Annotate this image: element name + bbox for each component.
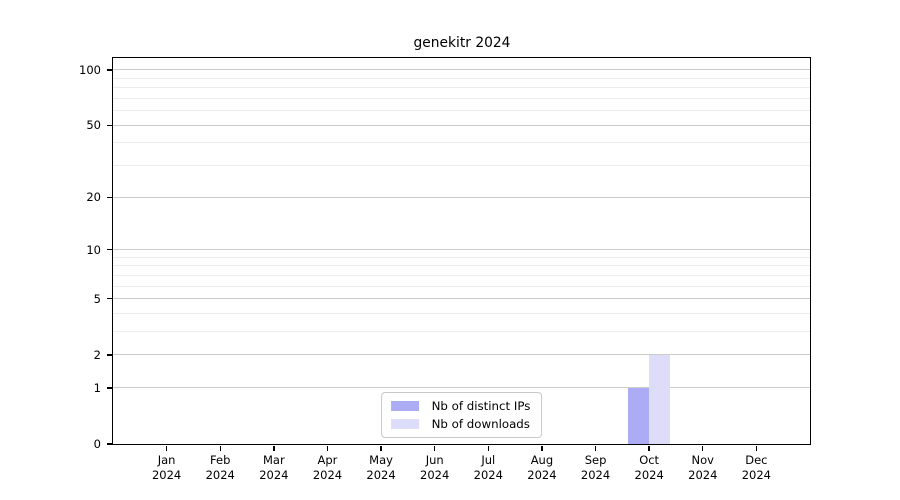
x-tick (433, 445, 436, 451)
legend-swatch-nb-of-downloads (390, 419, 419, 429)
y-tick-label: 0 (93, 437, 101, 451)
x-tick (648, 445, 650, 451)
x-tick (487, 445, 489, 451)
x-tick-month: Jul (481, 453, 496, 467)
x-tick-year: 2024 (741, 467, 772, 482)
x-tick-year: 2024 (580, 467, 611, 482)
x-tick (702, 445, 704, 451)
x-tick-year: 2024 (259, 467, 289, 482)
x-tick-year: 2024 (527, 467, 557, 482)
x-tick-month: Nov (691, 453, 714, 467)
x-tick (219, 445, 221, 451)
major-gridline (113, 196, 810, 198)
x-tick (165, 445, 168, 451)
plot-area: 0 1 2 5 10 20 50 100 Jan 2024 Feb 2024 Mar 2024 Apr 20… (79, 57, 811, 482)
x-tick-year: 2024 (688, 467, 718, 482)
x-tick-month: Jan (157, 453, 176, 467)
x-tick-label: Nov 2024 (668, 453, 738, 482)
x-tick-year: 2024 (312, 467, 343, 482)
major-gridline (113, 69, 810, 71)
legend-row: Nb of downloads (390, 417, 531, 431)
x-tick-year: 2024 (366, 467, 396, 482)
x-tick-year: 2024 (473, 467, 503, 482)
minor-gridline (113, 331, 810, 333)
y-tick (106, 298, 112, 300)
minor-gridline (113, 87, 810, 89)
x-tick-year: 2024 (205, 467, 235, 482)
major-gridline (113, 387, 810, 389)
x-tick-label: Oct 2024 (614, 453, 684, 482)
y-tick (106, 69, 112, 71)
y-tick (106, 196, 112, 198)
x-tick-month: May (369, 453, 393, 467)
x-tick-month: Dec (745, 453, 768, 467)
chart-title: genekitr 2024 (413, 35, 511, 51)
legend-label: Nb of distinct IPs (431, 399, 531, 413)
minor-gridline (113, 110, 810, 112)
major-gridline (113, 124, 810, 126)
y-tick-label: 100 (79, 62, 101, 77)
x-tick-month: Aug (530, 453, 554, 467)
y-tick-label: 20 (86, 190, 101, 205)
y-tick (106, 443, 112, 445)
x-tick (755, 445, 758, 451)
y-tick-label: 50 (86, 118, 101, 133)
x-tick (541, 445, 543, 451)
x-tick-label: Mar 2024 (239, 453, 309, 482)
x-tick-month: Mar (262, 453, 285, 467)
minor-gridline (113, 274, 810, 276)
y-tick-label: 10 (86, 242, 101, 257)
minor-gridline (113, 285, 810, 287)
minor-gridline (113, 265, 810, 267)
legend-row: Nb of distinct IPs (390, 399, 531, 413)
major-gridline (113, 354, 810, 356)
y-tick (106, 248, 112, 251)
minor-gridline (113, 256, 810, 258)
y-tick-label: 5 (93, 291, 101, 306)
x-tick-year: 2024 (634, 467, 664, 482)
major-gridline (113, 298, 810, 300)
x-tick-label: Sep 2024 (561, 453, 631, 482)
minor-gridline (113, 313, 810, 315)
y-tick (106, 124, 112, 126)
legend-label: Nb of downloads (431, 417, 530, 431)
x-tick-month: Apr (317, 453, 338, 467)
x-tick-label: Feb 2024 (185, 453, 255, 482)
y-tick-label: 2 (93, 347, 101, 362)
x-tick-label: Jul 2024 (453, 453, 523, 482)
minor-gridline (113, 142, 810, 144)
legend-swatch-nb-of-distinct-ips (390, 401, 419, 411)
legend: Nb of distinct IPs Nb of downloads (380, 392, 543, 438)
x-tick-year: 2024 (151, 467, 182, 482)
x-tick (326, 445, 329, 451)
x-tick-label: Dec 2024 (721, 453, 791, 482)
x-tick (273, 445, 275, 451)
x-tick-label: Aug 2024 (507, 453, 577, 482)
x-tick (380, 445, 382, 451)
y-tick (106, 354, 112, 356)
x-tick-month: Feb (210, 453, 231, 467)
minor-gridline (113, 77, 810, 79)
major-gridline (113, 249, 810, 251)
y-tick-label: 1 (93, 380, 101, 395)
x-tick-year: 2024 (420, 467, 450, 482)
minor-gridline (113, 97, 810, 99)
x-tick-label: May 2024 (346, 453, 416, 482)
x-tick-month: Oct (639, 453, 660, 467)
x-tick (594, 445, 597, 451)
x-tick-month: Sep (584, 453, 607, 467)
x-tick-month: Jun (425, 453, 444, 467)
bar-nb-of-downloads (649, 355, 671, 444)
bar-nb-of-distinct-ips (628, 387, 650, 444)
x-tick-label: Jan 2024 (132, 453, 202, 482)
x-tick-label: Apr 2024 (292, 453, 362, 482)
x-tick-label: Jun 2024 (400, 453, 470, 482)
minor-gridline (113, 165, 810, 167)
y-tick (106, 387, 112, 389)
